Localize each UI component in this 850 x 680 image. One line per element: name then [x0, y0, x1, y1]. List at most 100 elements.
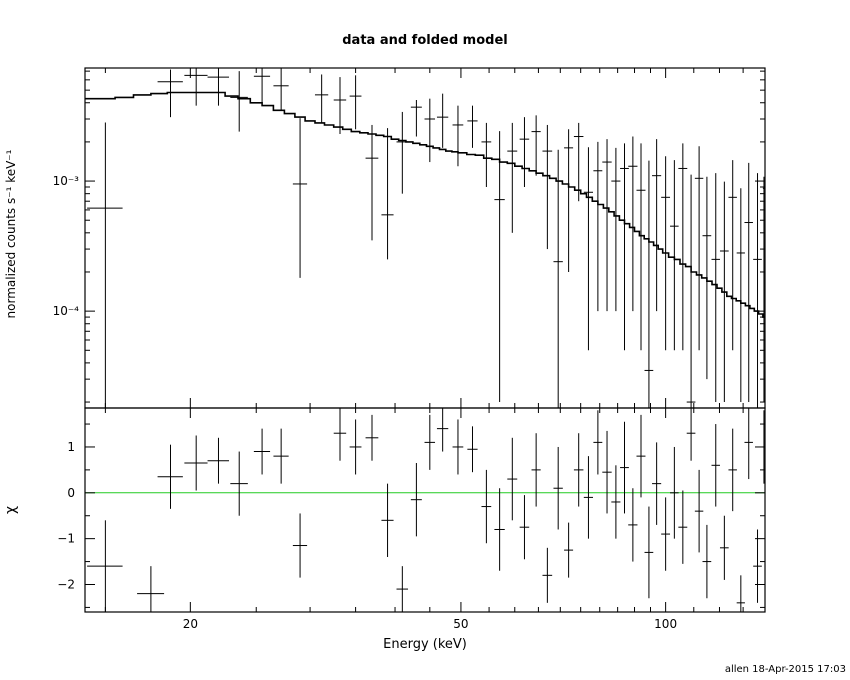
- spectrum-point: [396, 111, 409, 194]
- spectrum-point: [436, 93, 449, 148]
- residual-point: [365, 414, 379, 461]
- residual-y-ticks: 1 0 −1 −2: [57, 423, 765, 608]
- residual-point: [564, 522, 574, 578]
- y-tick-label: 1: [67, 440, 75, 454]
- x-tick-label: 50: [453, 617, 468, 631]
- residual-point: [593, 410, 603, 475]
- residual-point: [137, 566, 165, 612]
- residual-point: [333, 408, 347, 461]
- spectrum-point: [184, 68, 208, 106]
- residual-point: [396, 566, 409, 612]
- spectrum-point: [636, 143, 646, 351]
- residual-y-label: χ: [3, 506, 19, 514]
- spectrum-point: [736, 188, 745, 403]
- residual-point: [719, 515, 729, 580]
- residual-point: [702, 524, 712, 599]
- spectrum-point: [365, 124, 379, 241]
- spectrum-point: [452, 105, 464, 167]
- footer-stamp: allen 18-Apr-2015 17:03: [725, 664, 846, 675]
- spectrum-point: [292, 118, 308, 278]
- spectrum-point: [157, 69, 183, 118]
- x-ticks: 20 50 100: [104, 68, 766, 631]
- spectrum-point: [507, 122, 518, 233]
- spectrum-point: [494, 131, 505, 403]
- spectrum-point: [719, 181, 729, 403]
- residual-point: [636, 414, 646, 498]
- residual-point: [711, 424, 720, 507]
- residual-point: [736, 575, 745, 612]
- spectrum-point: [678, 143, 688, 351]
- spectrum-point: [628, 136, 638, 312]
- spectrum-point: [593, 141, 603, 312]
- spectrum-point: [644, 160, 654, 408]
- spectrum-point: [753, 173, 762, 408]
- residual-point: [678, 490, 688, 564]
- x-axis-label: Energy (keV): [383, 637, 467, 652]
- residual-point: [542, 547, 553, 603]
- spectrum-point: [467, 105, 478, 148]
- residual-point: [611, 465, 621, 539]
- residual-point: [436, 408, 449, 452]
- residual-point: [553, 446, 563, 530]
- residual-point: [661, 497, 671, 571]
- spectrum-point: [652, 139, 662, 312]
- spectrum-point: [702, 176, 712, 380]
- residual-point: [744, 408, 753, 480]
- spectrum-point: [694, 146, 704, 351]
- x-tick-label: 20: [183, 617, 198, 631]
- spectrum-point: [728, 160, 737, 351]
- spectrum-point: [661, 156, 671, 351]
- spectrum-point: [273, 68, 289, 111]
- residual-point: [628, 488, 638, 562]
- spectrum-point: [381, 128, 394, 260]
- residual-point: [207, 437, 230, 484]
- residual-point: [424, 414, 436, 470]
- residual-point: [728, 428, 737, 512]
- spectrum-point: [602, 139, 612, 312]
- y-tick-label: −1: [57, 532, 75, 546]
- residual-point: [686, 408, 696, 461]
- y-tick-label: 0: [67, 486, 75, 500]
- spectrum-point: [686, 174, 696, 408]
- residual-point: [494, 488, 505, 571]
- model-histogram: [85, 91, 765, 318]
- spectrum-point: [207, 68, 230, 106]
- residual-point: [652, 442, 662, 525]
- spectrum-point: [564, 129, 574, 272]
- residual-point: [583, 456, 594, 539]
- spectrum-point: [87, 122, 123, 408]
- residual-point: [670, 446, 679, 539]
- residual-point: [452, 419, 464, 475]
- residual-point: [753, 529, 762, 603]
- spectrum-point: [611, 147, 621, 312]
- residual-plot-frame: [84, 407, 766, 613]
- residual-point: [507, 437, 518, 521]
- chart-title: data and folded model: [342, 33, 508, 48]
- spectrum-point: [410, 99, 422, 137]
- residual-point: [531, 433, 541, 507]
- spectrum-point: [230, 71, 248, 132]
- spectrum-point: [424, 98, 436, 163]
- residual-point: [694, 469, 704, 553]
- residual-point: [349, 419, 362, 475]
- y-tick-label: −2: [57, 577, 75, 591]
- residual-point: [381, 483, 394, 557]
- spectrum-point: [744, 162, 753, 403]
- spectrum-point: [481, 122, 492, 188]
- residual-point: [253, 428, 271, 475]
- residual-panel: 1 0 −1 −2 χ: [3, 407, 766, 613]
- x-tick-label: 100: [654, 617, 677, 631]
- residual-point: [184, 435, 208, 491]
- spectrum-data-points: [87, 68, 765, 408]
- spectrum-panel: 10⁻³ 10⁻⁴ normalized counts s⁻¹ keV⁻¹: [4, 67, 766, 409]
- spectrum-point: [519, 117, 530, 188]
- residual-point: [87, 520, 123, 612]
- residual-point: [602, 430, 612, 514]
- residual-point: [273, 428, 289, 484]
- spectrum-point: [583, 147, 594, 351]
- spectrum-point: [349, 75, 362, 130]
- residual-point: [410, 463, 422, 537]
- spectrum-point: [711, 173, 720, 403]
- residual-point: [644, 506, 654, 599]
- residual-data-points: [87, 408, 765, 612]
